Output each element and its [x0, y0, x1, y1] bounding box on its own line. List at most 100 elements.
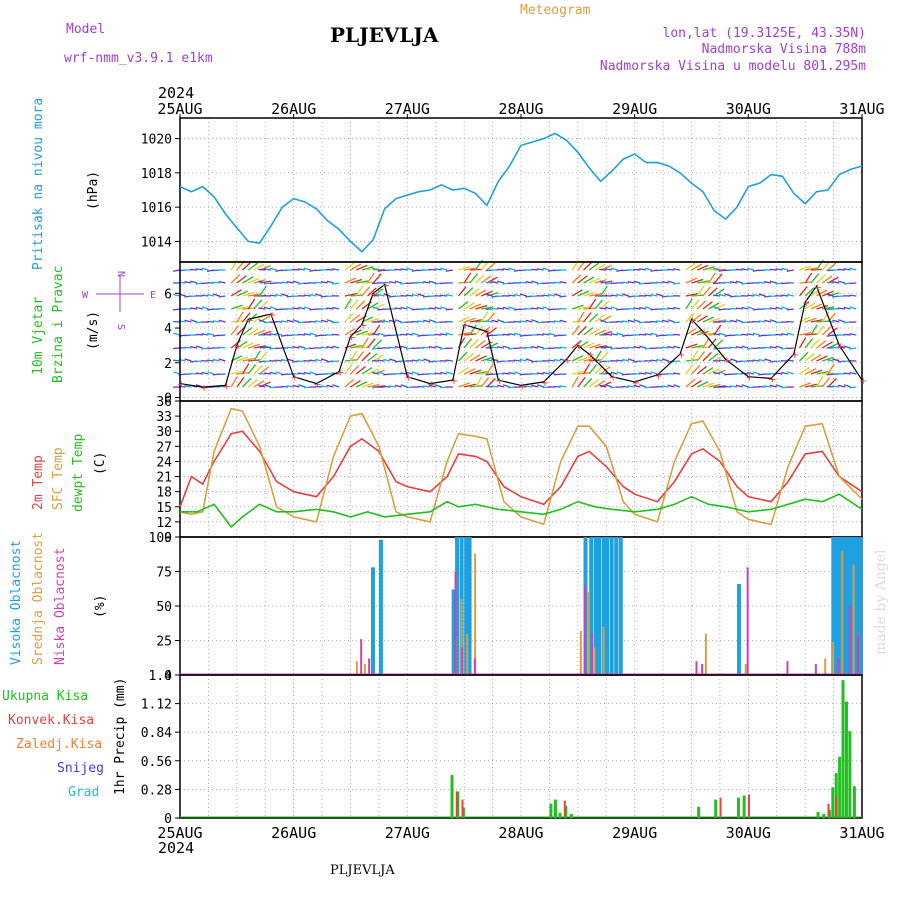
wind-arrow	[184, 347, 191, 348]
wind-arrow	[219, 347, 226, 348]
wind-arrow	[537, 334, 544, 335]
bar-precip-0	[842, 680, 845, 818]
wind-arrow	[697, 286, 704, 296]
bar-clouds-2	[849, 606, 851, 675]
wind-arrow	[542, 295, 549, 296]
wind-arrow	[656, 282, 663, 283]
pressure-axis-label: Pritisak na nivou mora	[31, 98, 46, 270]
wind-gust-marker: +	[563, 355, 571, 366]
wind-gust-marker: +	[677, 350, 685, 361]
wind-arrow	[281, 282, 288, 283]
y-tick-label: 1.12	[141, 698, 172, 713]
bar-clouds-0	[619, 537, 623, 675]
wind-arrow	[827, 282, 834, 283]
wind-arrow	[633, 269, 640, 270]
wind-gust-marker: +	[370, 289, 378, 300]
bar-precip-0	[848, 731, 851, 818]
cloud-label-low: Niska Oblacnost	[53, 548, 68, 665]
wind-arrow	[497, 269, 504, 270]
wind-arrow	[423, 347, 430, 348]
wind-gust-marker: +	[427, 380, 435, 391]
wind-arrow	[378, 360, 385, 361]
wind-arrow	[258, 269, 265, 270]
wind-gust-marker: +	[791, 350, 799, 361]
compass-west: W	[82, 290, 89, 301]
wind-arrow	[292, 269, 299, 270]
bar-clouds-1	[841, 551, 843, 675]
bar-clouds-0	[737, 584, 741, 675]
wind-arrow	[787, 309, 794, 310]
wind-gust-marker: +	[768, 374, 776, 385]
wind-arrow	[838, 269, 845, 270]
wind-gust-marker: +	[836, 341, 844, 352]
cloud-label-high: Visoka Oblacnost	[9, 540, 24, 665]
wind-arrow	[525, 347, 532, 348]
bar-clouds-1	[824, 658, 826, 675]
bar-precip-0	[838, 757, 841, 818]
y-tick-label: 25	[156, 635, 172, 650]
wind-arrow	[389, 347, 396, 348]
wind-arrow	[190, 269, 197, 270]
wind-arrow	[805, 273, 812, 283]
wind-arrow	[213, 282, 220, 283]
wind-arrow	[287, 347, 294, 348]
panel-labels: 10m Vjetar Brzina i Pravac2m Temp SFC Temp…	[2, 266, 156, 800]
bar-clouds-0	[597, 537, 601, 675]
bar-precip-0	[853, 786, 856, 818]
wind-arrow	[173, 372, 180, 374]
panel-clouds: 0255075100	[149, 531, 863, 684]
bar-clouds-0	[371, 567, 375, 675]
wind-arrow	[616, 360, 623, 361]
bar-clouds-1	[364, 664, 366, 675]
wind-arrow	[326, 269, 333, 270]
precip-legend-1: Konvek.Kisa	[8, 713, 94, 728]
wind-arrow	[173, 295, 180, 296]
compass-south: S	[115, 324, 126, 330]
wind-arrow	[508, 295, 515, 296]
temp-unit-label: (C)	[93, 452, 108, 475]
precip-legend-3: Snijeg	[57, 761, 104, 776]
wind-arrow	[758, 282, 765, 283]
wind-arrow	[686, 299, 692, 309]
wind-arrow	[531, 269, 538, 270]
wind-arrow	[345, 364, 352, 374]
meteogram-chart: Model wrf-nmm_v3.9.1 e1km PLJEVLJA Meteo…	[0, 0, 900, 900]
bar-clouds-2	[474, 658, 476, 675]
wind-arrow	[686, 364, 693, 374]
coords-text: lon,lat (19.3125E, 43.35N)	[663, 26, 867, 41]
wind-gust-marker: +	[450, 376, 458, 387]
date-label-bottom: 29AUG	[612, 824, 657, 842]
y-tick-label: 21	[156, 471, 172, 486]
bar-clouds-2	[696, 661, 698, 675]
y-tick-label: 100	[149, 531, 172, 546]
bar-clouds-2	[584, 585, 586, 675]
wind-arrow	[849, 295, 856, 296]
y-tick-label: 33	[156, 410, 172, 425]
wind-unit-label: (m/s)	[86, 311, 101, 350]
wind-gust-marker: +	[404, 373, 412, 384]
wind-arrow	[434, 334, 441, 335]
date-label-bottom: 31AUG	[839, 824, 884, 842]
bar-precip-1	[461, 800, 463, 818]
wind-arrow	[572, 377, 578, 387]
wind-gust-marker: +	[268, 310, 276, 321]
wind-arrow	[628, 347, 635, 348]
bar-clouds-1	[356, 661, 358, 675]
bar-precip-1	[748, 795, 750, 818]
bar-clouds-2	[591, 634, 593, 675]
wind-arrow	[747, 295, 754, 296]
wind-arrow	[589, 299, 596, 309]
bar-precip-0	[737, 798, 740, 818]
precip-legend-4: Grad	[68, 785, 99, 800]
wind-arrow	[298, 334, 305, 335]
wind-arrow	[514, 360, 521, 361]
panel-precip: 00.280.560.841.121.4	[141, 669, 862, 827]
bar-clouds-2	[455, 572, 457, 676]
pressure-unit-label: (hPa)	[86, 171, 101, 210]
bar-clouds-2	[815, 664, 817, 675]
wind-gust-marker: +	[359, 321, 367, 332]
wind-arrow	[724, 282, 731, 283]
bar-precip-0	[697, 807, 700, 818]
bar-clouds-1	[832, 642, 834, 675]
date-label-bottom: 25AUG	[157, 824, 202, 842]
